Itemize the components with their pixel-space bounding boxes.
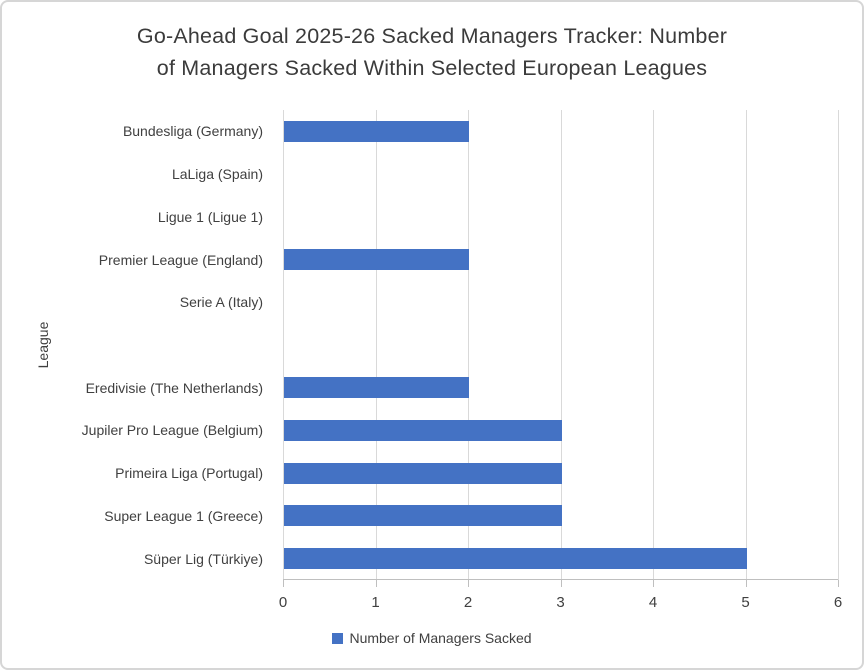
x-axis-line: [283, 579, 838, 580]
bar: [284, 419, 562, 441]
gridline: [745, 110, 747, 580]
x-axis-tick-mark: [745, 580, 747, 587]
x-axis-tick-label: 5: [741, 594, 750, 611]
bar: [284, 377, 469, 399]
gridline: [560, 110, 562, 580]
gridline: [468, 110, 469, 580]
category-label: Serie A (Italy): [179, 294, 263, 311]
x-axis-tick-label: 1: [371, 594, 380, 611]
legend: Number of Managers Sacked: [2, 630, 862, 646]
category-label: LaLiga (Spain): [171, 166, 263, 183]
category-label: Süper Lig (Türkiye): [143, 550, 263, 567]
gridline: [283, 110, 284, 580]
category-label: Super League 1 (Greece): [104, 507, 263, 524]
chart-title: Go-Ahead Goal 2025-26 Sacked Managers Tr…: [2, 20, 862, 84]
x-axis-tick-mark: [375, 580, 377, 587]
chart-title-line-1: Go-Ahead Goal 2025-26 Sacked Managers Tr…: [136, 24, 728, 48]
x-axis-tick-label: 0: [278, 594, 288, 611]
category-label: Primeira Liga (Portugal): [115, 465, 263, 482]
category-label: Premier League (England): [98, 251, 263, 268]
legend-swatch-icon: [332, 633, 344, 644]
x-axis-tick-label: 2: [463, 594, 473, 611]
category-label: Jupiler Pro League (Belgium): [81, 422, 263, 439]
x-axis-tick-mark: [468, 580, 469, 587]
bar: [284, 249, 469, 271]
y-axis-title: League: [35, 321, 51, 369]
x-axis-tick-mark: [838, 580, 839, 587]
x-axis-tick-mark: [560, 580, 562, 587]
x-axis-tick-label: 4: [648, 594, 658, 611]
category-label: Bundesliga (Germany): [122, 123, 263, 140]
x-axis-tick-mark: [653, 580, 654, 587]
bar: [284, 548, 747, 570]
gridline: [375, 110, 377, 580]
gridline: [838, 110, 839, 580]
bar: [284, 120, 469, 142]
category-label: Ligue 1 (Ligue 1): [157, 208, 263, 225]
x-axis-tick-label: 3: [556, 594, 565, 611]
bar: [284, 462, 562, 484]
category-label: Eredivisie (The Netherlands): [85, 379, 263, 396]
legend-label: Number of Managers Sacked: [349, 630, 532, 646]
x-axis-tick-mark: [283, 580, 284, 587]
bar: [284, 505, 562, 527]
chart-title-line-2: of Managers Sacked Within Selected Europ…: [156, 56, 708, 80]
gridline: [653, 110, 654, 580]
x-axis-tick-label: 6: [833, 594, 843, 611]
plot-area: [283, 110, 839, 587]
